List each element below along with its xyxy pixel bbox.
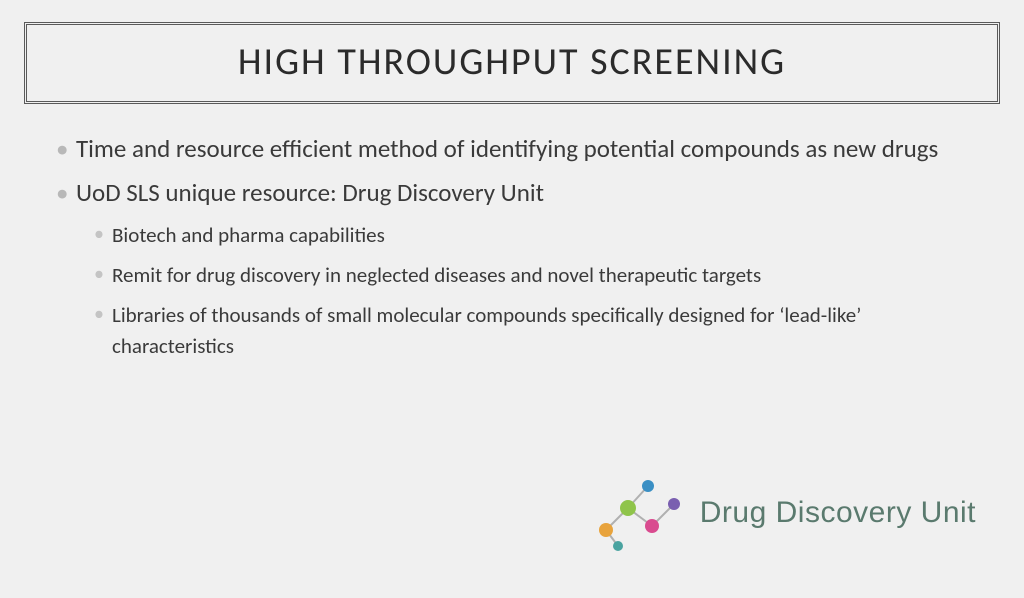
sub-bullet-list: Biotech and pharma capabilities Remit fo…	[94, 220, 976, 362]
slide-content: Time and resource efficient method of id…	[0, 104, 1024, 361]
bullet-text: Libraries of thousands of small molecula…	[112, 302, 861, 358]
bullet-text: UoD SLS unique resource: Drug Discovery …	[76, 177, 544, 208]
logo-text: Drug Discovery Unit	[700, 496, 976, 530]
list-item: Libraries of thousands of small molecula…	[94, 300, 976, 361]
list-item: UoD SLS unique resource: Drug Discovery …	[56, 176, 976, 362]
bullet-text: Biotech and pharma capabilities	[112, 222, 385, 248]
list-item: Remit for drug discovery in neglected di…	[94, 260, 976, 290]
molecule-icon	[588, 468, 688, 558]
slide-title: HIGH THROUGHPUT SCREENING	[27, 39, 997, 85]
bullet-text: Remit for drug discovery in neglected di…	[112, 262, 761, 288]
logo: Drug Discovery Unit	[588, 468, 976, 558]
list-item: Time and resource efficient method of id…	[56, 132, 976, 166]
bullet-text: Time and resource efficient method of id…	[76, 133, 938, 164]
bullet-list: Time and resource efficient method of id…	[56, 132, 976, 361]
title-frame: HIGH THROUGHPUT SCREENING	[24, 22, 1000, 104]
list-item: Biotech and pharma capabilities	[94, 220, 976, 250]
